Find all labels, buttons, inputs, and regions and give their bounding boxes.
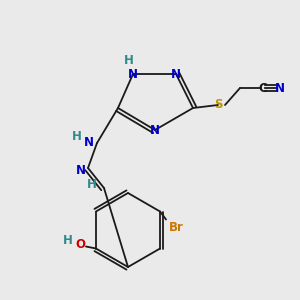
Text: N: N (275, 82, 285, 94)
Text: O: O (75, 238, 85, 251)
Text: N: N (84, 136, 94, 149)
Text: S: S (214, 98, 222, 112)
Text: H: H (87, 178, 97, 190)
Text: H: H (63, 234, 73, 247)
Text: N: N (128, 68, 138, 80)
Text: Br: Br (169, 221, 184, 234)
Text: H: H (124, 53, 134, 67)
Text: N: N (150, 124, 160, 136)
Text: H: H (72, 130, 82, 143)
Text: N: N (171, 68, 181, 80)
Text: N: N (76, 164, 86, 176)
Text: C: C (259, 82, 267, 94)
